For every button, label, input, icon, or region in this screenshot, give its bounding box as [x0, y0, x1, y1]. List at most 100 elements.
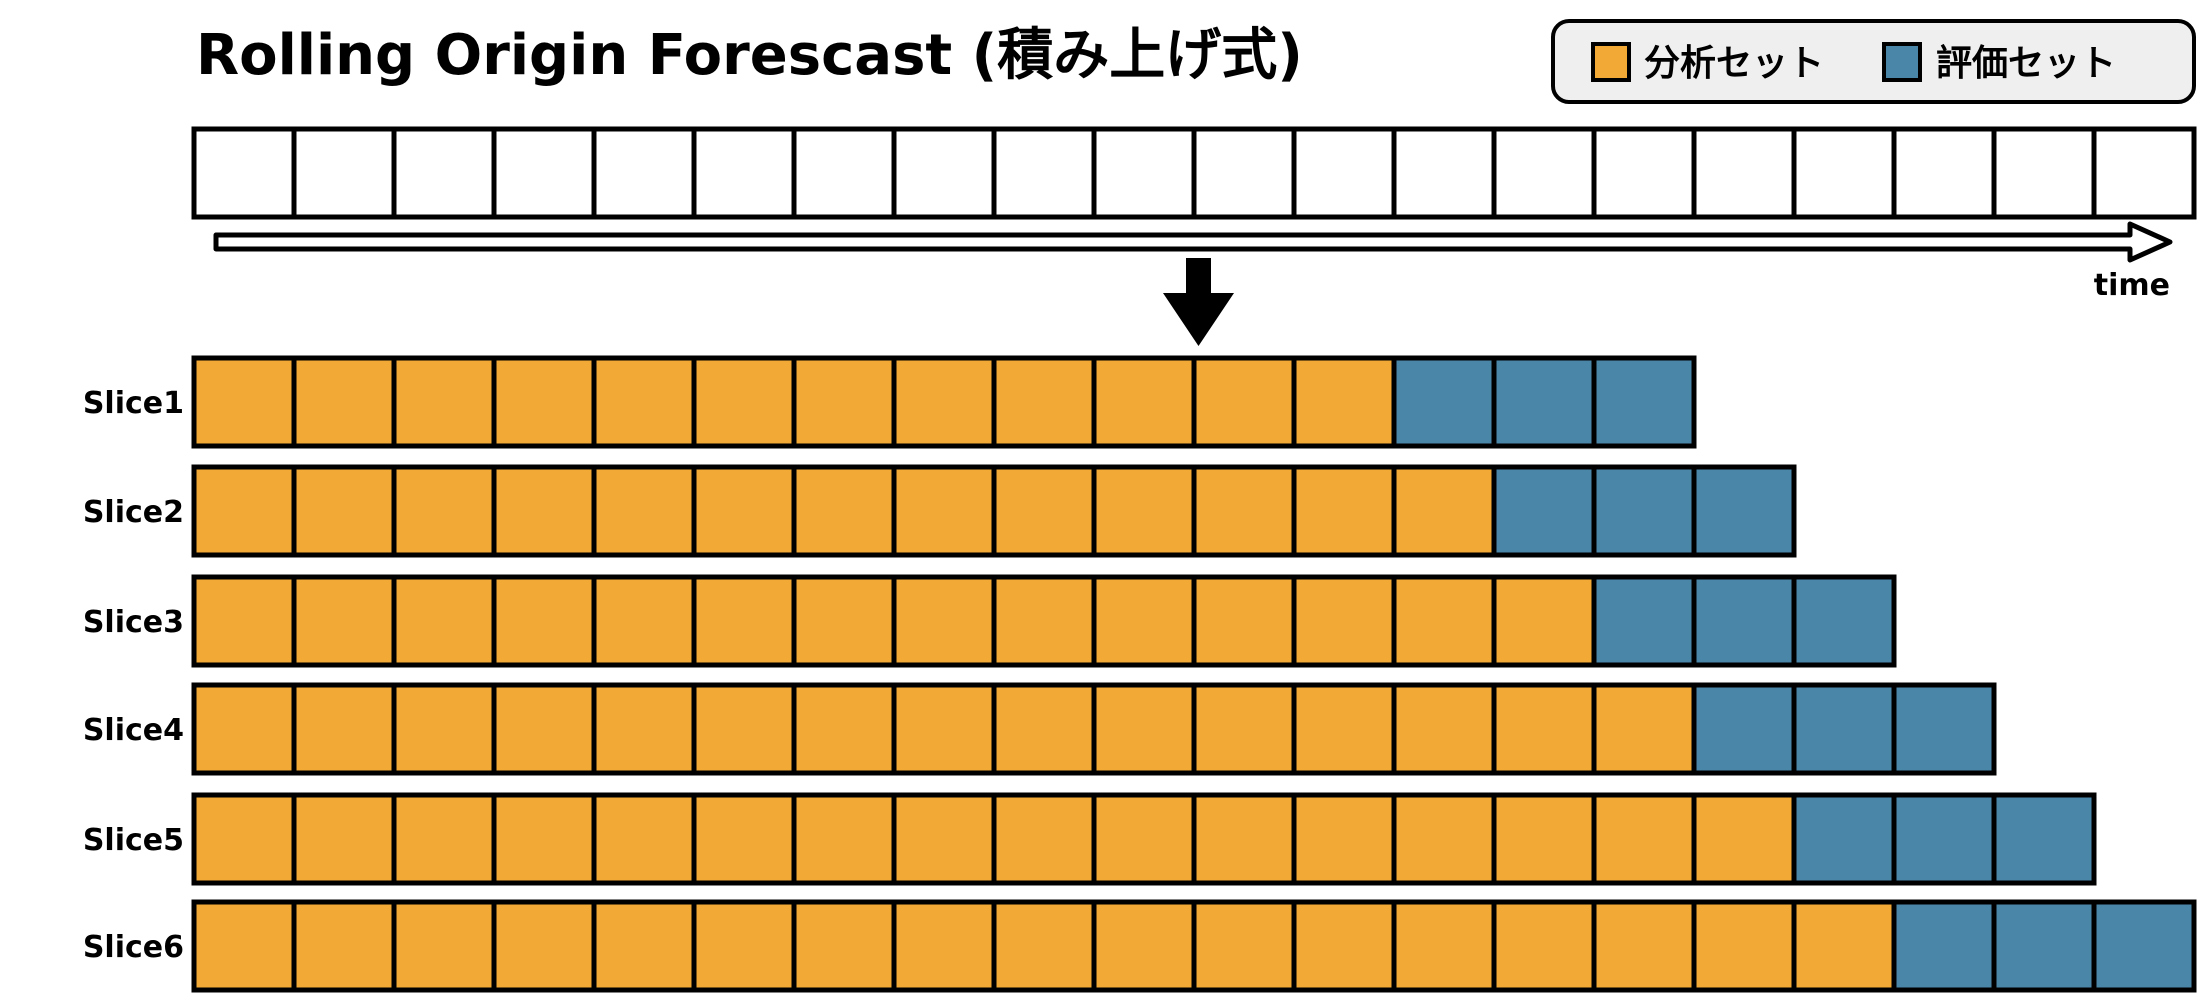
analysis-cell — [891, 682, 997, 776]
analysis-cell — [891, 355, 997, 449]
analysis-cell — [591, 464, 697, 558]
analysis-cell — [591, 355, 697, 449]
analysis-cell — [1391, 792, 1497, 886]
slice-label: Slice3 — [83, 605, 184, 640]
analysis-cell — [691, 682, 797, 776]
timeline-cell — [1291, 126, 1397, 220]
analysis-cell — [491, 574, 597, 668]
analysis-cell — [491, 355, 597, 449]
legend-box — [1551, 19, 2196, 104]
assessment-cell — [1891, 792, 1997, 886]
timeline-cells — [191, 126, 2197, 220]
analysis-cell — [191, 464, 297, 558]
analysis-cell — [491, 682, 597, 776]
analysis-cell — [291, 682, 397, 776]
analysis-cell — [1091, 682, 1197, 776]
assessment-cell — [1891, 899, 1997, 993]
analysis-cell — [1191, 574, 1297, 668]
analysis-cell — [1191, 792, 1297, 886]
timeline-cell — [1491, 126, 1597, 220]
analysis-cell — [1291, 682, 1397, 776]
legend-swatch-analysis — [1591, 42, 1631, 82]
assessment-cell — [1391, 355, 1497, 449]
analysis-cell — [991, 574, 1097, 668]
legend-label-assessment: 評価セット — [1936, 43, 2116, 84]
timeline-cell — [991, 126, 1097, 220]
analysis-cell — [591, 574, 697, 668]
analysis-cell — [1391, 464, 1497, 558]
analysis-cell — [491, 464, 597, 558]
analysis-cell — [991, 682, 1097, 776]
analysis-cell — [691, 574, 797, 668]
timeline-cell — [691, 126, 797, 220]
timeline-cell — [491, 126, 597, 220]
analysis-cell — [891, 899, 997, 993]
analysis-cell — [191, 355, 297, 449]
down-arrow-icon — [1163, 258, 1234, 346]
assessment-cell — [1691, 682, 1797, 776]
timeline-cell — [1191, 126, 1297, 220]
analysis-cell — [1291, 899, 1397, 993]
analysis-cell — [591, 792, 697, 886]
slices: Slice1 Slice2 Slice3 Slice4 Slice5 Slice6 — [83, 355, 2197, 993]
analysis-cell — [791, 682, 897, 776]
analysis-cell — [1691, 899, 1797, 993]
analysis-cell — [291, 899, 397, 993]
analysis-cell — [891, 792, 997, 886]
assessment-cell — [1491, 464, 1597, 558]
analysis-cell — [1591, 682, 1697, 776]
analysis-cell — [691, 899, 797, 993]
analysis-cell — [1791, 899, 1897, 993]
diagram-title: Rolling Origin Forescast (積み上げ式) — [196, 23, 1303, 88]
analysis-cell — [1491, 682, 1597, 776]
analysis-cell — [1091, 574, 1197, 668]
analysis-cell — [791, 899, 897, 993]
analysis-cell — [791, 355, 897, 449]
assessment-cell — [1991, 899, 2097, 993]
analysis-cell — [791, 464, 897, 558]
slice-row: Slice2 — [83, 464, 1797, 558]
analysis-cell — [1391, 899, 1497, 993]
analysis-cell — [191, 682, 297, 776]
timeline-cell — [291, 126, 397, 220]
analysis-cell — [1691, 792, 1797, 886]
analysis-cell — [1391, 574, 1497, 668]
slice-row: Slice6 — [83, 899, 2197, 993]
assessment-cell — [1591, 464, 1697, 558]
analysis-cell — [1291, 464, 1397, 558]
analysis-cell — [1191, 355, 1297, 449]
analysis-cell — [491, 792, 597, 886]
time-axis-label: time — [2094, 268, 2170, 303]
analysis-cell — [1491, 574, 1597, 668]
analysis-cell — [1591, 899, 1697, 993]
slice-label: Slice2 — [83, 495, 184, 530]
analysis-cell — [691, 464, 797, 558]
slice-label: Slice4 — [83, 713, 184, 748]
analysis-cell — [1491, 899, 1597, 993]
analysis-cell — [1091, 899, 1197, 993]
analysis-cell — [191, 899, 297, 993]
slice-label: Slice6 — [83, 930, 184, 965]
timeline-cell — [191, 126, 297, 220]
analysis-cell — [291, 355, 397, 449]
assessment-cell — [1691, 464, 1797, 558]
timeline-cell — [2091, 126, 2197, 220]
analysis-cell — [891, 574, 997, 668]
assessment-cell — [1491, 355, 1597, 449]
analysis-cell — [1491, 792, 1597, 886]
time-arrow-shape — [213, 221, 2173, 263]
analysis-cell — [1191, 682, 1297, 776]
slice-row: Slice5 — [83, 792, 2097, 886]
slice-label: Slice1 — [83, 386, 184, 421]
analysis-cell — [791, 792, 897, 886]
slice-row: Slice4 — [83, 682, 1997, 776]
slice-row: Slice3 — [83, 574, 1897, 668]
assessment-cell — [1791, 792, 1897, 886]
assessment-cell — [2091, 899, 2197, 993]
assessment-cell — [1891, 682, 1997, 776]
timeline-cell — [1791, 126, 1897, 220]
analysis-cell — [1091, 355, 1197, 449]
analysis-cell — [391, 355, 497, 449]
analysis-cell — [691, 792, 797, 886]
